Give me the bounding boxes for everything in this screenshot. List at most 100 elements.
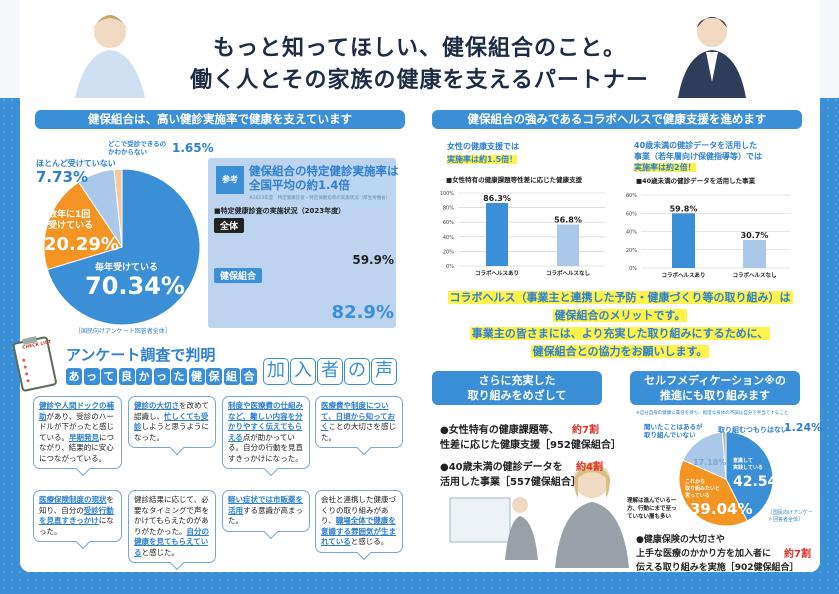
bar-value-label: 30.7%	[741, 231, 769, 240]
voice-bubble: 医療費や制度について、日頃から知っておくことの大切さを感じた。	[315, 396, 403, 448]
main-title-line1: もっと知ってほしい、健保組合のこと。	[213, 36, 626, 61]
bar-value-label: 56.8%	[554, 216, 582, 225]
title-big-chip: 者	[317, 358, 343, 385]
y-tick-label: 20%	[443, 249, 454, 255]
pie1-label-fewyears: 数年に1回 受けている	[48, 210, 93, 232]
pie2-label-practice: 意識して 実践している	[733, 458, 763, 472]
voice-bubble: 医療保険制度の現状を知り、自分の受診行動を見直すきっかけになった。	[33, 490, 122, 542]
bar-value-label: 86.3%	[483, 194, 511, 203]
bar-value-label: 59.8%	[670, 204, 698, 213]
pie-slice-3	[721, 431, 727, 480]
pie2-value-none: 1.24%	[784, 421, 823, 434]
pie1-value-unknown: 1.65%	[172, 141, 214, 155]
pie1-label-yearly: 毎年受けている	[95, 263, 159, 273]
x-category-label: コラボヘルスあり	[475, 269, 519, 277]
message-text: 事業主の皆さまには、より充実した取り組みにするために、	[469, 327, 771, 340]
chart1-intro: 女性の健康支援では 実施率は約1.5倍！	[447, 140, 519, 166]
pie2-value-practice: 42.54%	[733, 474, 792, 490]
highlighted-text: 健診や人間ドックの補助	[39, 401, 114, 421]
reference-title: 健保組合の特定健診実施率は 全国平均の約1.4倍	[249, 164, 399, 192]
label-line: 取り組んでいない	[644, 431, 696, 439]
highlighted-text: 忙しくても受診	[134, 411, 209, 432]
x-category-label: コラボヘルスなし	[732, 271, 777, 279]
voice-bubble: 会社と連携した健康づくりの取り組みがあり、職場全体で健康を意識する雰囲気が生まれ…	[315, 490, 403, 553]
selfmed-pie-chart	[678, 431, 774, 527]
highlighted-text: 早期発見	[69, 432, 99, 442]
voices-chip-row: あって良かった健保組合	[66, 365, 259, 385]
item-line: 伝える取り組みを実施［902健保組合］	[636, 563, 799, 573]
bubble-text: 健診結果に応じて、必要なタイミングで声をかけてもらえたのがありがたかった。	[134, 495, 209, 536]
pie1-value-rarely: 7.73%	[36, 168, 89, 186]
intro-line: 事業（若年層向け保健指導等）では	[634, 152, 762, 161]
item-line: 上手な医療のかかり方を加入者に	[636, 549, 772, 559]
y-tick-label: 80%	[443, 206, 454, 212]
selfmed-comment: 理解は進んでいる一方、行動にまで至っていない層も多い	[627, 498, 677, 520]
bubble-text: を改めて認識し、	[134, 401, 209, 421]
bubble-text: しようと思うようになった。	[134, 422, 209, 442]
title-chip: て	[101, 368, 117, 385]
title-chip: っ	[153, 368, 170, 385]
future-item-1: ●女性特有の健康課題等、性差に応じた健康支援［952健保組合］	[440, 423, 621, 453]
message-line-1: コラボヘルス（事業主と連携した予防・健康づくり等の取り組み）は	[420, 291, 820, 305]
voices-heading: アンケート調査で判明	[66, 346, 216, 364]
label-line: 取り組みたいと	[685, 486, 721, 492]
item-line: 性差に応じた健康支援［952健保組合］	[440, 440, 621, 451]
pie2-label-none: 取り組むつもりはない	[718, 426, 788, 434]
pie1-source: ［国民向けアンケート回答者全体］	[75, 328, 171, 335]
pie2-label-future: これから 取り組みたいと 思っている	[685, 479, 720, 500]
title-chip: 良	[118, 368, 135, 385]
label-line: 聞いたことはあるが	[644, 423, 703, 431]
pie2-source: ［国民向けアンケート回答者全体］	[768, 510, 813, 523]
y-tick-label: 60%	[443, 220, 454, 226]
reference-subtitle: ■特定健康診査の実施状況（2023年度）	[214, 207, 346, 215]
title-line: 全国平均の約1.4倍	[249, 178, 350, 192]
voice-bubble: 健診の大切さを改めて認識し、忙しくても受診しようと思うようになった。	[128, 396, 216, 448]
pie2-label-heard: 聞いたことはあるが 取り組んでいない	[644, 423, 703, 439]
selfmed-note: ※自分自身の健康に責任を持ち、軽度な身体の不調は自分で手当てすること	[636, 411, 789, 416]
future-heading: さらに充実した 取り組みをめざして	[432, 371, 602, 405]
message-text: 健保組合との協力をお願いします。	[530, 345, 710, 358]
reference-tag: 参考	[216, 166, 244, 194]
label-line: どこで受診できるの	[108, 140, 167, 148]
pie-slice-0	[725, 431, 774, 522]
y-tick-label: 40%	[626, 230, 637, 236]
voice-bubble: 軽い症状では市販薬を活用する意識が高まった。	[222, 490, 310, 532]
future-item-2: ●40歳未満の健診データを 活用した事業［557健保組合］	[440, 460, 581, 490]
item-line: ●女性特有の健康課題等、	[440, 425, 559, 436]
bubble-text: と感じる。	[350, 537, 389, 546]
title-big-chip: 入	[290, 358, 316, 385]
highlighted-text: 医療費や制度について、日頃から知っておく	[321, 401, 396, 431]
message-line-4: 健保組合との協力をお願いします。	[420, 345, 820, 359]
item-line: ●40歳未満の健診データを	[440, 462, 563, 473]
future-item-2-badge: 約4割	[576, 462, 603, 473]
voice-bubble: 健診結果に応じて、必要なタイミングで声をかけてもらえたのがありがたかった。自分の…	[128, 490, 216, 563]
message-line-3: 事業主の皆さまには、より充実した取り組みにするために、	[420, 327, 820, 341]
title-big-chip: の	[344, 358, 370, 385]
pie-slice-1	[678, 459, 748, 527]
title-chip: 合	[241, 368, 257, 385]
bubble-text: になった。	[39, 516, 114, 536]
bar-1	[557, 224, 579, 266]
pie-slice-2	[682, 431, 727, 480]
y-tick-label: 60%	[626, 211, 637, 217]
pie1-value-fewyears: 20.29%	[44, 234, 119, 255]
pie1-label-unknown: どこで受診できるの かわからない	[108, 140, 166, 156]
y-tick-label: 100%	[440, 191, 455, 197]
women-health-bar-chart: 0% 20% 40% 60% 80% 100% 86.3% コラボヘルスあり 56.8% コラボヘ…	[440, 191, 605, 277]
title-chip: か	[136, 368, 152, 385]
clipboard-icon	[12, 336, 57, 392]
bubble-text: を知り、自分の	[39, 495, 114, 515]
heading-line: 推進にも取り組みます	[660, 389, 770, 402]
bar-0	[486, 203, 508, 266]
title-chip: 保	[206, 368, 222, 385]
right-section-heading: 健保組合の強みであるコラボヘルスで健康支援を進めます	[432, 110, 802, 129]
label-line: 受けている	[48, 221, 94, 231]
bubble-text: 会社と連携した健康づくりの取り組みがあり、	[321, 495, 396, 525]
title-chip: あ	[66, 368, 82, 385]
label-line: 思っている	[685, 493, 710, 499]
title-chip: 健	[188, 368, 205, 385]
pie1-label-rarely: ほとんど受けていない	[36, 159, 116, 168]
item-line: ●健康保険の大切さや	[636, 535, 725, 545]
reference-note: ※2023年度 特定健康診査・特定保健指導の実施状況（厚生労働省）	[249, 196, 391, 201]
bubble-text: があり、受診のハードルが下がったと感じている。	[39, 411, 114, 442]
